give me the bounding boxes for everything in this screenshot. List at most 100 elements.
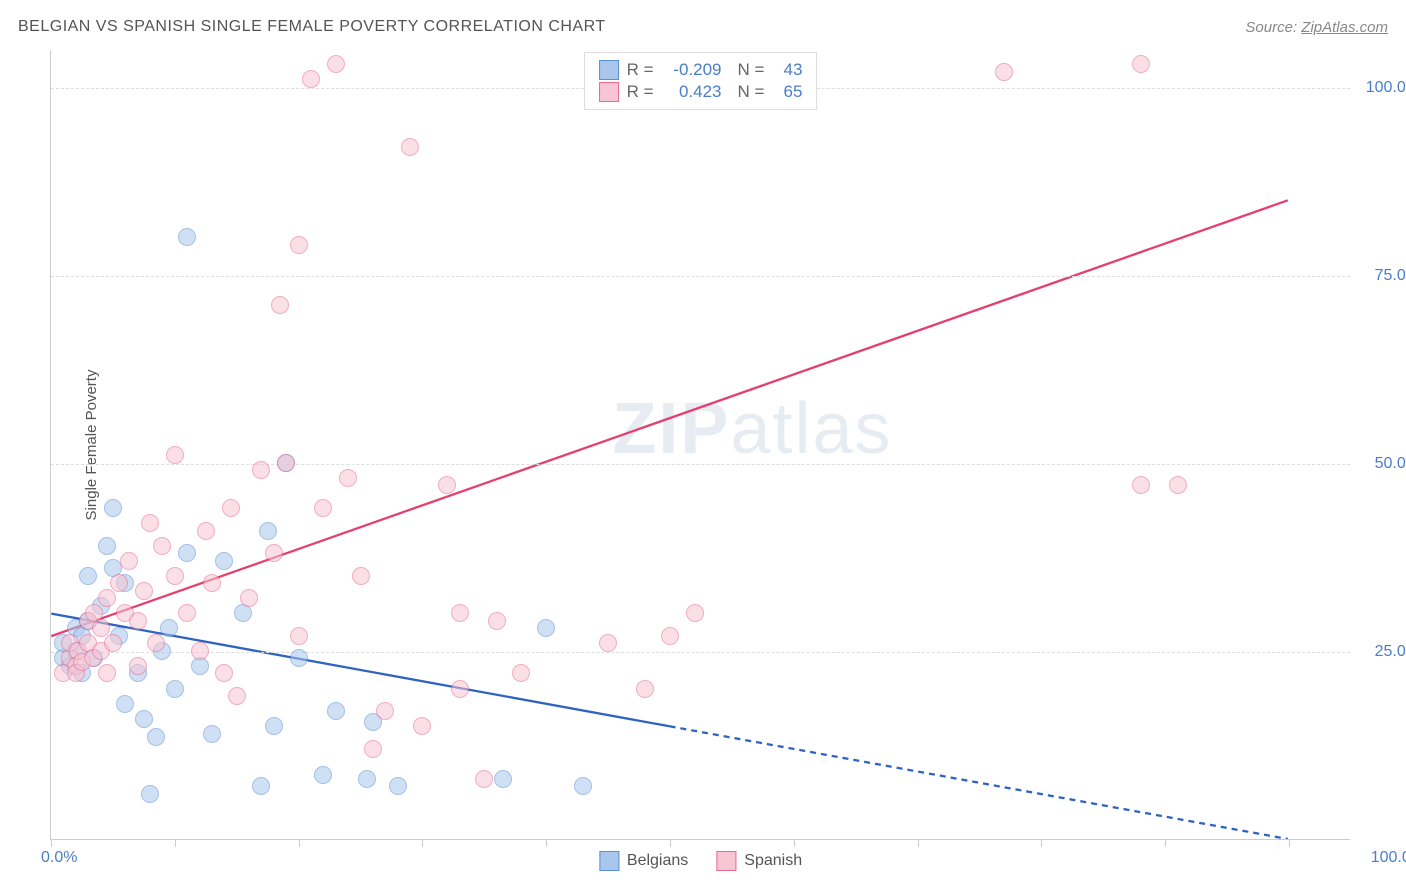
- spanish-marker: [413, 717, 431, 735]
- spanish-marker: [197, 522, 215, 540]
- belgians-marker: [358, 770, 376, 788]
- belgians-marker: [147, 728, 165, 746]
- series-name: Spanish: [744, 852, 802, 870]
- legend-n-label: N =: [738, 60, 765, 80]
- legend-n-value: 65: [772, 82, 802, 102]
- x-tick: [1165, 839, 1166, 847]
- spanish-trendline: [51, 200, 1288, 636]
- spanish-marker: [110, 574, 128, 592]
- trend-lines: [51, 50, 1350, 839]
- spanish-marker: [252, 461, 270, 479]
- x-tick: [175, 839, 176, 847]
- watermark: ZIPatlas: [612, 388, 892, 470]
- spanish-marker: [277, 454, 295, 472]
- spanish-marker: [166, 446, 184, 464]
- plot-area: Single Female Poverty R =-0.209N =43R =0…: [50, 50, 1350, 840]
- belgians-marker: [79, 567, 97, 585]
- legend-r-label: R =: [627, 60, 654, 80]
- spanish-marker: [120, 552, 138, 570]
- spanish-marker: [451, 680, 469, 698]
- belgians-marker: [259, 522, 277, 540]
- spanish-marker: [104, 634, 122, 652]
- x-tick: [51, 839, 52, 847]
- legend-r-label: R =: [627, 82, 654, 102]
- x-axis-min-label: 0.0%: [41, 849, 77, 867]
- y-tick-label: 75.0%: [1360, 267, 1406, 285]
- spanish-marker: [376, 702, 394, 720]
- source-attribution: Source: ZipAtlas.com: [1245, 19, 1388, 36]
- belgians-marker: [104, 499, 122, 517]
- spanish-marker: [141, 514, 159, 532]
- spanish-marker: [191, 642, 209, 660]
- x-tick: [1041, 839, 1042, 847]
- spanish-marker: [203, 574, 221, 592]
- belgians-marker: [574, 777, 592, 795]
- x-axis-max-label: 100.0%: [1371, 849, 1406, 867]
- belgians-marker: [314, 766, 332, 784]
- gridline: [51, 464, 1350, 465]
- legend-swatch-icon: [599, 82, 619, 102]
- spanish-marker: [215, 664, 233, 682]
- belgians-marker: [135, 710, 153, 728]
- spanish-marker: [364, 740, 382, 758]
- spanish-marker: [271, 296, 289, 314]
- spanish-marker: [98, 664, 116, 682]
- spanish-marker: [636, 680, 654, 698]
- belgians-marker: [537, 619, 555, 637]
- spanish-marker: [228, 687, 246, 705]
- legend-swatch-icon: [599, 60, 619, 80]
- spanish-marker: [339, 469, 357, 487]
- spanish-marker: [686, 604, 704, 622]
- spanish-marker: [512, 664, 530, 682]
- y-tick-label: 50.0%: [1360, 455, 1406, 473]
- spanish-marker: [438, 476, 456, 494]
- series-name: Belgians: [627, 852, 688, 870]
- x-tick: [1289, 839, 1290, 847]
- spanish-marker: [599, 634, 617, 652]
- legend-swatch-icon: [599, 851, 619, 871]
- spanish-marker: [98, 589, 116, 607]
- belgians-marker: [494, 770, 512, 788]
- chart-title: BELGIAN VS SPANISH SINGLE FEMALE POVERTY…: [18, 18, 606, 36]
- belgians-marker: [203, 725, 221, 743]
- legend-row-spanish: R = 0.423 N = 65: [599, 82, 803, 102]
- belgians-marker: [141, 785, 159, 803]
- spanish-marker: [451, 604, 469, 622]
- spanish-marker: [92, 619, 110, 637]
- spanish-marker: [135, 582, 153, 600]
- x-tick: [918, 839, 919, 847]
- legend-r-value: 0.423: [662, 82, 722, 102]
- spanish-marker: [1132, 55, 1150, 73]
- legend-n-label: N =: [738, 82, 765, 102]
- belgians-trendline-dashed: [670, 726, 1288, 839]
- spanish-marker: [661, 627, 679, 645]
- legend-n-value: 43: [772, 60, 802, 80]
- spanish-marker: [178, 604, 196, 622]
- series-legend: Belgians Spanish: [599, 851, 802, 871]
- spanish-marker: [327, 55, 345, 73]
- belgians-marker: [178, 544, 196, 562]
- spanish-marker: [153, 537, 171, 555]
- chart-container: BELGIAN VS SPANISH SINGLE FEMALE POVERTY…: [0, 0, 1406, 892]
- legend-r-value: -0.209: [662, 60, 722, 80]
- spanish-marker: [240, 589, 258, 607]
- y-tick-label: 25.0%: [1360, 643, 1406, 661]
- belgians-marker: [98, 537, 116, 555]
- legend-row-belgians: R = -0.209 N = 43: [599, 60, 803, 80]
- header: BELGIAN VS SPANISH SINGLE FEMALE POVERTY…: [18, 18, 1388, 36]
- belgians-marker: [160, 619, 178, 637]
- spanish-marker: [129, 657, 147, 675]
- gridline: [51, 276, 1350, 277]
- y-tick-label: 100.0%: [1360, 79, 1406, 97]
- x-tick: [422, 839, 423, 847]
- spanish-marker: [475, 770, 493, 788]
- spanish-marker: [166, 567, 184, 585]
- spanish-marker: [995, 63, 1013, 81]
- legend-swatch-icon: [716, 851, 736, 871]
- belgians-marker: [116, 695, 134, 713]
- source-link[interactable]: ZipAtlas.com: [1301, 19, 1388, 36]
- x-tick: [546, 839, 547, 847]
- spanish-marker: [222, 499, 240, 517]
- gridline: [51, 652, 1350, 653]
- spanish-marker: [129, 612, 147, 630]
